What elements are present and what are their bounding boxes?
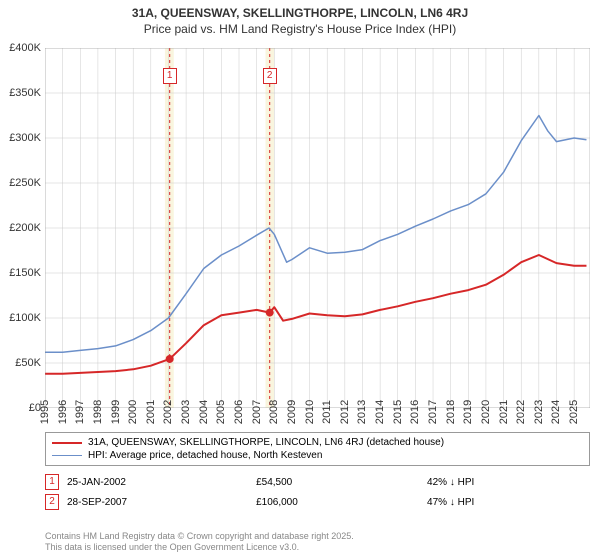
y-tick-label: £250K [9, 177, 41, 189]
annotation-price: £54,500 [256, 477, 419, 488]
y-tick-label: £200K [9, 222, 41, 234]
chart-subtitle: Price paid vs. HM Land Registry's House … [0, 22, 600, 36]
attribution-line2: This data is licensed under the Open Gov… [45, 542, 354, 554]
y-tick-label: £150K [9, 267, 41, 279]
attribution-line1: Contains HM Land Registry data © Crown c… [45, 531, 354, 543]
annotation-price: £106,000 [256, 497, 419, 508]
x-tick-label: 1996 [57, 400, 69, 424]
annotation-date: 28-SEP-2007 [67, 497, 248, 508]
chart-area: £0£50K£100K£150K£200K£250K£300K£350K£400… [45, 48, 590, 408]
annotation-pct: 47% ↓ HPI [427, 497, 590, 508]
x-tick-label: 2021 [498, 400, 510, 424]
x-tick-label: 2007 [251, 400, 263, 424]
x-tick-label: 2000 [127, 400, 139, 424]
x-tick-label: 1995 [39, 400, 51, 424]
y-tick-label: £50K [15, 357, 41, 369]
x-tick-label: 2006 [233, 400, 245, 424]
x-tick-label: 2003 [180, 400, 192, 424]
annotation-row: 2 28-SEP-2007 £106,000 47% ↓ HPI [45, 492, 590, 512]
x-tick-label: 2017 [427, 400, 439, 424]
x-tick-label: 2022 [515, 400, 527, 424]
legend-swatch [52, 455, 82, 456]
annotation-marker: 1 [45, 474, 59, 490]
legend-label: HPI: Average price, detached house, Nort… [88, 450, 322, 461]
legend-label: 31A, QUEENSWAY, SKELLINGTHORPE, LINCOLN,… [88, 437, 444, 448]
x-tick-label: 2018 [445, 400, 457, 424]
x-tick-label: 2011 [321, 400, 333, 424]
x-tick-label: 2002 [162, 400, 174, 424]
annotation-pct: 42% ↓ HPI [427, 477, 590, 488]
x-tick-label: 2019 [462, 400, 474, 424]
annotation-row: 1 25-JAN-2002 £54,500 42% ↓ HPI [45, 472, 590, 492]
y-tick-label: £400K [9, 42, 41, 54]
x-tick-label: 1997 [74, 400, 86, 424]
legend-item: HPI: Average price, detached house, Nort… [52, 449, 583, 462]
y-tick-label: £100K [9, 312, 41, 324]
y-tick-label: £350K [9, 87, 41, 99]
event-marker: 1 [163, 68, 177, 84]
x-tick-label: 2013 [356, 400, 368, 424]
annotation-marker: 2 [45, 494, 59, 510]
annotation-date: 25-JAN-2002 [67, 477, 248, 488]
x-tick-label: 2020 [480, 400, 492, 424]
legend-item: 31A, QUEENSWAY, SKELLINGTHORPE, LINCOLN,… [52, 436, 583, 449]
x-tick-label: 2008 [268, 400, 280, 424]
x-tick-label: 2010 [304, 400, 316, 424]
x-tick-label: 2024 [550, 400, 562, 424]
x-tick-label: 2023 [533, 400, 545, 424]
x-tick-label: 2009 [286, 400, 298, 424]
legend-panel: 31A, QUEENSWAY, SKELLINGTHORPE, LINCOLN,… [45, 432, 590, 466]
x-tick-label: 2025 [568, 400, 580, 424]
x-tick-label: 2016 [409, 400, 421, 424]
attribution: Contains HM Land Registry data © Crown c… [45, 531, 354, 554]
event-marker: 2 [263, 68, 277, 84]
x-tick-label: 2004 [198, 400, 210, 424]
legend-swatch [52, 442, 82, 444]
annotation-table: 1 25-JAN-2002 £54,500 42% ↓ HPI 2 28-SEP-2007… [45, 472, 590, 512]
x-tick-label: 2001 [145, 400, 157, 424]
x-tick-label: 1998 [92, 400, 104, 424]
chart-svg [45, 48, 590, 408]
x-tick-label: 2012 [339, 400, 351, 424]
x-tick-label: 2014 [374, 400, 386, 424]
chart-title: 31A, QUEENSWAY, SKELLINGTHORPE, LINCOLN,… [0, 6, 600, 20]
y-tick-label: £300K [9, 132, 41, 144]
x-tick-label: 1999 [110, 400, 122, 424]
x-tick-label: 2015 [392, 400, 404, 424]
x-tick-label: 2005 [215, 400, 227, 424]
